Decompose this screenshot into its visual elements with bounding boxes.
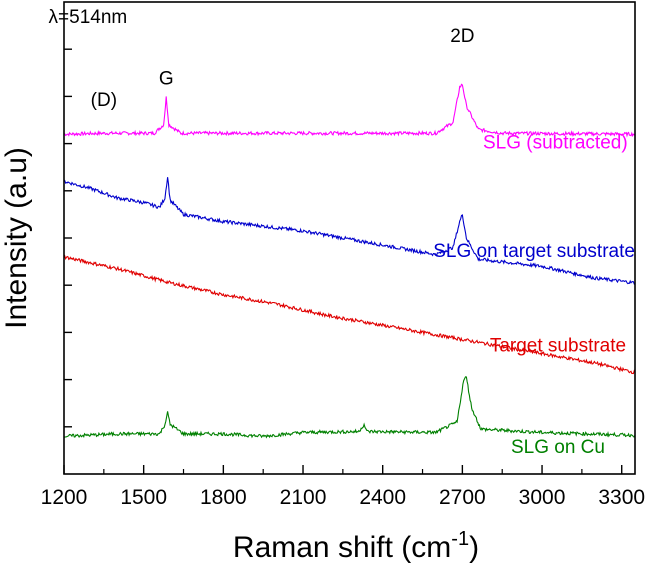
y-axis-title: Intensity (a.u) bbox=[0, 147, 33, 329]
series-line-3 bbox=[64, 376, 636, 439]
annotation-1: 2D bbox=[450, 26, 474, 47]
annotation-3: (D) bbox=[91, 90, 117, 111]
x-axis-title-superscript: -1 bbox=[451, 528, 469, 550]
x-tick-label-3000: 3000 bbox=[519, 486, 566, 509]
x-tick-label-1800: 1800 bbox=[200, 486, 247, 509]
series-label-3: SLG on Cu bbox=[511, 437, 605, 458]
x-tick-label-2100: 2100 bbox=[280, 486, 327, 509]
series-line-0 bbox=[63, 83, 636, 138]
x-tick-label-3300: 3300 bbox=[598, 486, 645, 509]
x-tick-label-2400: 2400 bbox=[359, 486, 406, 509]
x-tick-label-2700: 2700 bbox=[439, 486, 486, 509]
series-labels: SLG (subtracted) SLG on target substrate T… bbox=[433, 132, 635, 457]
x-axis-title: Raman shift (cm-1) bbox=[233, 528, 479, 564]
annotations: λ=514nm 2D G (D) bbox=[49, 7, 475, 111]
series-label-0: SLG (subtracted) bbox=[483, 132, 628, 153]
y-ticks bbox=[64, 48, 72, 428]
x-axis-title-end: ) bbox=[469, 531, 479, 564]
x-tick-label-1200: 1200 bbox=[41, 486, 88, 509]
series-line-2 bbox=[63, 254, 636, 375]
series-label-1: SLG on target substrate bbox=[433, 241, 635, 262]
x-tick-label-1500: 1500 bbox=[120, 486, 167, 509]
series-line-1 bbox=[63, 177, 636, 286]
annotation-0: λ=514nm bbox=[49, 7, 128, 28]
series-layer bbox=[63, 83, 636, 439]
series-label-2: Target substrate bbox=[490, 335, 626, 356]
annotation-2: G bbox=[159, 69, 174, 90]
x-ticks: 1200 1500 1800 2100 2400 2700 3000 3300 bbox=[41, 465, 645, 509]
